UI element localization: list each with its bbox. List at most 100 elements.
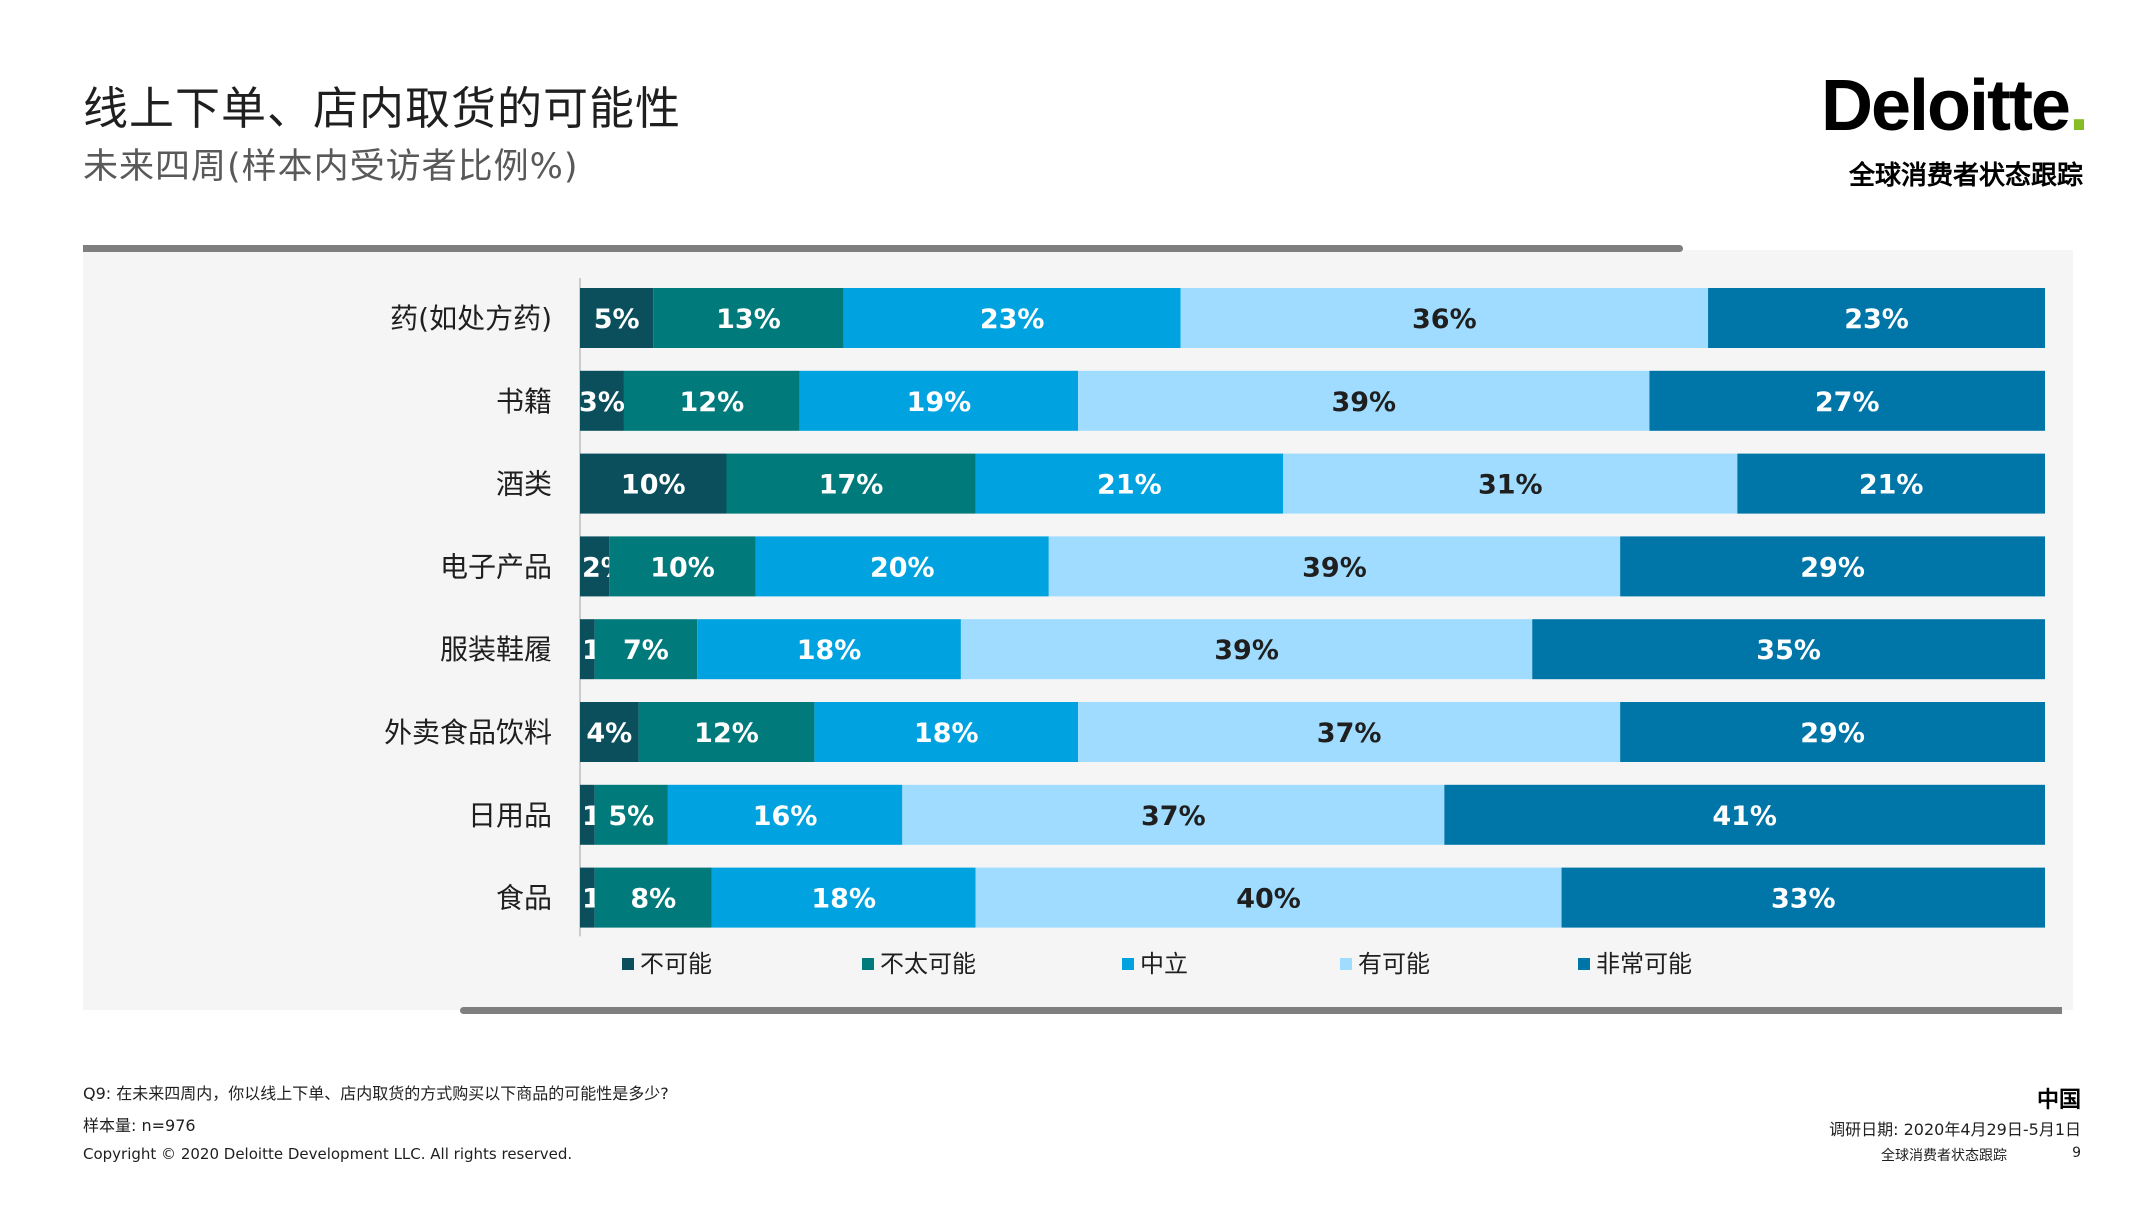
bar-segment — [1078, 370, 1650, 431]
bar-segment — [609, 536, 756, 597]
data-label: 27% — [1815, 387, 1880, 418]
bar-segment — [799, 370, 1079, 431]
bar-segment — [814, 702, 1079, 762]
bar-segment — [580, 784, 595, 845]
logo-text: Deloitte — [1820, 66, 2071, 146]
bar-segment — [1620, 536, 2045, 597]
sample-size: 样本量: n=976 — [83, 1116, 196, 1135]
category-label: 日用品 — [468, 799, 552, 832]
bar-segment — [726, 453, 976, 514]
panel-top-rule — [83, 245, 1683, 252]
data-label: 5% — [608, 801, 654, 832]
data-label: 10% — [621, 470, 686, 501]
data-label: 12% — [694, 718, 759, 749]
data-label: 12% — [680, 387, 745, 418]
bar-segment — [580, 702, 639, 762]
page-subtitle: 未来四周(样本内受访者比例%) — [83, 147, 579, 187]
bar-segment — [594, 784, 668, 845]
legend-label: 非常可能 — [1596, 950, 1692, 978]
page-title: 线上下单、店内取货的可能性 — [83, 82, 682, 135]
bar-segment — [1283, 453, 1738, 514]
bar-segment — [1180, 288, 1709, 348]
category-label: 电子产品 — [440, 550, 552, 583]
bar-segment — [755, 536, 1049, 597]
data-label: 40% — [1236, 884, 1301, 915]
data-label: 20% — [870, 552, 935, 583]
bar-segment — [843, 288, 1181, 348]
bar-segment — [1048, 536, 1621, 597]
data-label: 29% — [1800, 552, 1865, 583]
data-label: 18% — [914, 718, 979, 749]
legend-label: 中立 — [1140, 950, 1188, 978]
category-label: 酒类 — [496, 468, 552, 501]
bar-segment — [623, 370, 800, 431]
legend-swatch — [862, 958, 874, 970]
legend-swatch — [622, 958, 634, 970]
data-label: 39% — [1214, 635, 1279, 666]
data-label: 5% — [594, 304, 640, 335]
data-label: 19% — [907, 387, 972, 418]
data-label: 17% — [819, 470, 884, 501]
category-label: 服装鞋履 — [440, 633, 552, 666]
data-label: 39% — [1302, 552, 1367, 583]
legend-label: 不太可能 — [880, 950, 976, 978]
bar-segment — [975, 453, 1284, 514]
data-label: 33% — [1771, 884, 1836, 915]
bar-segment — [711, 867, 976, 928]
bar-segment — [1649, 370, 2045, 431]
legend-swatch — [1578, 958, 1590, 970]
data-label: 3% — [579, 387, 625, 418]
data-label: 37% — [1141, 801, 1206, 832]
data-label: 21% — [1859, 470, 1924, 501]
data-label: 21% — [1097, 470, 1162, 501]
data-label: 18% — [811, 884, 876, 915]
bar-segment — [594, 619, 698, 680]
data-label: 39% — [1331, 387, 1396, 418]
bar-segment — [580, 619, 595, 680]
bar-segment — [1708, 288, 2045, 348]
data-label: 10% — [650, 552, 715, 583]
bar-segment — [1737, 453, 2045, 514]
data-label: 37% — [1317, 718, 1382, 749]
data-label: 23% — [1844, 304, 1909, 335]
bar-segment — [697, 619, 961, 680]
data-label: 8% — [630, 884, 676, 915]
deloitte-logo: Deloitte. — [1821, 70, 2089, 142]
bar-segment — [902, 784, 1445, 845]
bar-segment — [580, 370, 624, 431]
legend-label: 有可能 — [1358, 950, 1430, 978]
bar-segment — [580, 867, 595, 928]
logo-dot: . — [2068, 66, 2089, 146]
bar-segment — [1078, 702, 1621, 762]
footer-tracker: 全球消费者状态跟踪 — [1881, 1148, 2007, 1164]
country-label: 中国 — [2036, 1088, 2081, 1113]
category-label: 药(如处方药) — [390, 302, 552, 335]
bar-segment — [667, 784, 903, 845]
bar-segment — [653, 288, 844, 348]
survey-date: 调研日期: 2020年4月29日-5月1日 — [1829, 1120, 2081, 1139]
legend-swatch — [1122, 958, 1134, 970]
bar-segment — [580, 288, 654, 348]
question-note: Q9: 在未来四周内，你以线上下单、店内取货的方式购买以下商品的可能性是多少? — [83, 1084, 669, 1103]
legend-swatch — [1340, 958, 1352, 970]
data-label: 29% — [1800, 718, 1865, 749]
category-label: 书籍 — [496, 385, 552, 418]
copyright: Copyright © 2020 Deloitte Development LL… — [83, 1145, 573, 1163]
data-label: 41% — [1712, 801, 1777, 832]
page-number: 9 — [2072, 1145, 2081, 1161]
bar-segment — [638, 702, 815, 762]
data-label: 13% — [716, 304, 781, 335]
bar-segment — [960, 619, 1533, 680]
legend-label: 不可能 — [640, 950, 712, 978]
bar-segment — [975, 867, 1562, 928]
data-label: 23% — [980, 304, 1045, 335]
bar-segment — [580, 536, 610, 597]
bar-segment — [1620, 702, 2045, 762]
data-label: 7% — [623, 635, 669, 666]
bar-segment — [580, 453, 727, 514]
data-label: 31% — [1478, 470, 1543, 501]
data-label: 36% — [1412, 304, 1477, 335]
panel-bottom-rule — [460, 1007, 2062, 1014]
data-label: 4% — [586, 718, 632, 749]
bar-segment — [1532, 619, 2045, 680]
